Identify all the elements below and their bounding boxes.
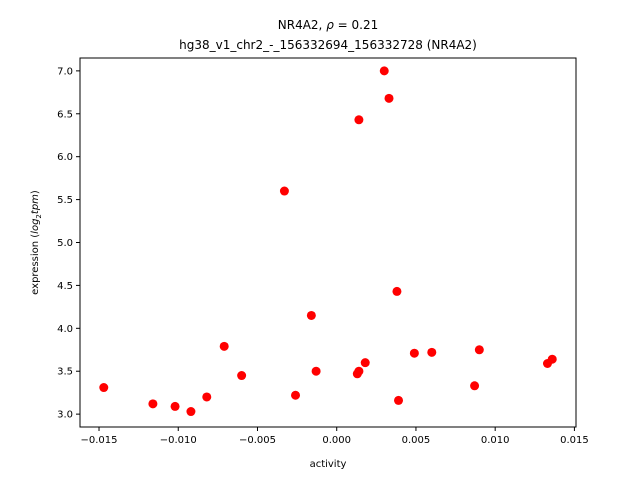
y-tick-label: 5.5: [57, 195, 73, 206]
data-point: [384, 93, 394, 103]
x-tick-label: 0.005: [402, 435, 431, 446]
y-label-prefix: expression (: [30, 234, 41, 295]
y-label-tpm: tpm: [30, 194, 41, 214]
data-point: [409, 348, 419, 358]
y-tick-label: 5.0: [57, 238, 73, 249]
y-tick-label: 6.0: [57, 152, 73, 163]
chart-title-line1: NR4A2, ρ = 0.21: [278, 18, 378, 32]
y-tick-label: 3.0: [57, 410, 73, 421]
plot-area: [79, 57, 577, 428]
x-tick-label: 0.000: [322, 435, 351, 446]
title-rho-value: = 0.21: [334, 18, 378, 32]
x-axis-label: activity: [310, 459, 347, 470]
y-label-log: log: [30, 219, 41, 234]
y-tick-label: 4.0: [57, 324, 73, 335]
data-point: [170, 401, 180, 411]
data-point: [219, 341, 229, 351]
data-points: [99, 66, 557, 417]
x-tick-label: −0.005: [239, 435, 276, 446]
data-point: [379, 66, 389, 76]
data-point: [394, 395, 404, 405]
y-tick-label: 3.5: [57, 367, 73, 378]
x-tick-label: 0.010: [481, 435, 510, 446]
y-axis-ticks: 3.0 3.5 4.0 4.5 5.0 5.5 6.0 6.5 7.0: [57, 66, 80, 421]
data-point: [354, 366, 364, 376]
y-axis-label: expression (log2tpm): [30, 190, 43, 295]
data-point: [306, 310, 316, 320]
x-axis-ticks: −0.015 −0.010 −0.005 0.000 0.005 0.010 0.015: [81, 427, 589, 446]
y-label-subscript: 2: [35, 214, 43, 218]
x-tick-label: −0.010: [160, 435, 197, 446]
y-tick-label: 7.0: [57, 66, 73, 77]
y-tick-label: 6.5: [57, 109, 73, 120]
data-point: [392, 286, 402, 296]
data-point: [311, 366, 321, 376]
y-tick-label: 4.5: [57, 281, 73, 292]
data-point: [202, 392, 212, 402]
data-point: [474, 345, 484, 355]
plot-background: [80, 58, 576, 427]
data-point: [237, 371, 247, 381]
data-point: [470, 381, 480, 391]
title-rho-symbol: ρ: [326, 18, 334, 32]
data-point: [99, 383, 109, 393]
x-tick-label: 0.015: [560, 435, 589, 446]
data-point: [186, 407, 196, 417]
data-point: [279, 186, 289, 196]
data-point: [360, 358, 370, 368]
data-point: [547, 354, 557, 364]
x-tick-label: −0.015: [81, 435, 118, 446]
data-point: [427, 347, 437, 357]
data-point: [291, 390, 301, 400]
y-label-suffix: ): [30, 190, 41, 194]
title-gene: NR4A2,: [278, 18, 326, 32]
data-point: [148, 399, 158, 409]
chart-title-line2: hg38_v1_chr2_-_156332694_156332728 (NR4A…: [179, 38, 477, 52]
data-point: [354, 115, 364, 125]
